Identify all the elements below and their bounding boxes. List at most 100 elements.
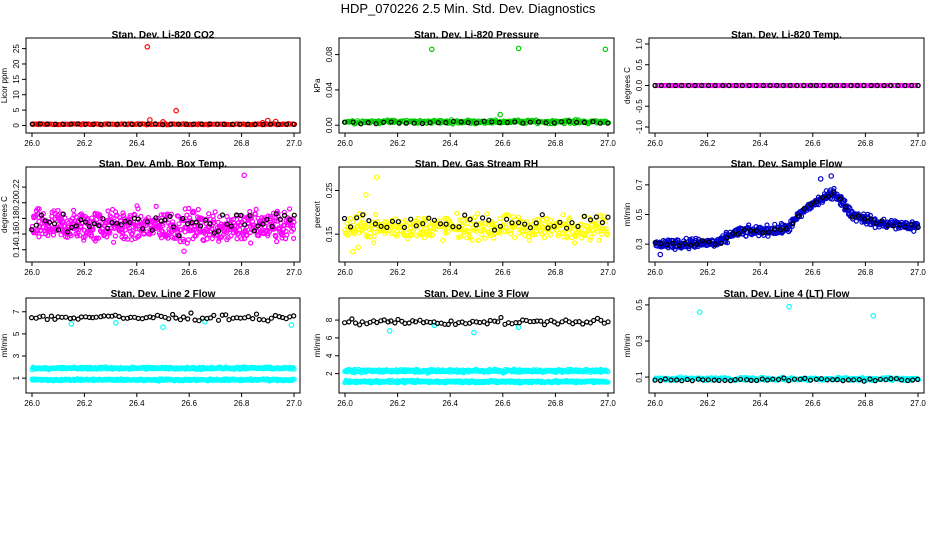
data-point	[77, 232, 83, 238]
data-point	[730, 230, 736, 237]
data-point	[114, 220, 120, 226]
data-point	[431, 217, 437, 223]
data-point	[705, 377, 711, 383]
data-point	[526, 237, 532, 243]
data-point	[915, 82, 921, 89]
plot-frame	[338, 166, 615, 263]
data-point	[789, 223, 795, 229]
data-point	[73, 223, 80, 229]
data-point	[256, 316, 262, 323]
data-point	[414, 120, 420, 126]
data-point	[560, 212, 566, 218]
data-point	[699, 82, 705, 89]
data-point	[59, 224, 65, 230]
y-tick-label: 5	[12, 331, 21, 336]
data-point	[834, 377, 841, 383]
data-point	[268, 121, 274, 127]
data-point	[504, 119, 511, 126]
data-point	[171, 235, 177, 241]
data-point	[802, 375, 808, 381]
data-point	[807, 377, 814, 383]
data-point	[861, 378, 867, 384]
data-point	[110, 239, 117, 245]
data-point	[456, 224, 462, 230]
data-point-outlier	[173, 107, 179, 114]
data-point	[898, 377, 905, 383]
data-point	[168, 121, 174, 127]
data-point	[748, 377, 754, 383]
data-point	[223, 312, 229, 318]
data-point	[491, 235, 497, 241]
data-point	[50, 232, 57, 238]
data-point	[82, 219, 89, 225]
data-point	[188, 310, 194, 316]
data-point	[93, 314, 99, 320]
data-point-outlier	[817, 176, 824, 182]
data-point	[122, 121, 128, 127]
data-point	[209, 236, 215, 242]
data-point	[29, 121, 36, 127]
data-point	[89, 215, 95, 221]
panel-title: Stan. Dev. Line 3 Flow	[424, 289, 529, 300]
series-band-high	[342, 366, 611, 376]
data-point	[149, 227, 155, 233]
data-point-outlier	[68, 321, 75, 327]
data-point	[465, 119, 471, 126]
data-point	[539, 212, 545, 218]
data-point	[420, 221, 426, 227]
y-tick-label: 1	[12, 375, 21, 380]
data-point	[135, 315, 141, 321]
data-point	[780, 82, 786, 89]
y-tick-label: 15	[12, 74, 21, 83]
data-point	[403, 120, 409, 126]
data-point	[127, 225, 133, 231]
data-point	[158, 212, 164, 218]
data-point	[902, 224, 909, 230]
panel-title: Stan. Dev. Li-820 CO2	[112, 30, 215, 41]
data-point	[908, 82, 915, 89]
data-point	[118, 222, 124, 228]
data-point	[753, 377, 760, 383]
data-point	[563, 225, 570, 231]
series-black	[652, 82, 921, 89]
data-point	[37, 121, 43, 127]
data-point	[737, 376, 744, 382]
data-point	[497, 230, 503, 236]
data-point	[199, 121, 205, 127]
data-point	[92, 238, 99, 244]
data-point	[106, 121, 112, 127]
data-point-outlier	[386, 327, 393, 334]
x-tick-label: 26.0	[24, 139, 40, 148]
data-point	[484, 211, 490, 217]
x-tick-label: 27.0	[286, 399, 302, 408]
data-point	[838, 202, 844, 208]
data-point-outlier	[696, 309, 703, 315]
data-point	[895, 82, 901, 89]
data-point	[726, 82, 732, 89]
data-point-outlier	[264, 117, 271, 124]
data-point	[594, 228, 601, 234]
data-point	[153, 203, 159, 209]
data-point	[226, 317, 232, 323]
data-point	[362, 225, 368, 231]
data-point	[252, 121, 258, 128]
data-point	[138, 213, 144, 219]
data-point	[341, 215, 348, 222]
data-point	[48, 313, 55, 319]
data-point	[688, 242, 694, 248]
data-point	[512, 119, 518, 125]
data-point	[457, 217, 463, 223]
y-tick-label: 10	[12, 90, 21, 99]
data-point	[228, 233, 234, 239]
data-point	[551, 223, 557, 229]
data-point	[176, 233, 182, 239]
data-point	[421, 235, 427, 241]
data-point-outlier	[602, 46, 609, 53]
data-point	[771, 226, 778, 232]
data-point	[581, 213, 588, 219]
x-tick-label: 26.4	[752, 139, 768, 148]
x-tick-label: 26.2	[390, 399, 406, 408]
data-point-outlier	[350, 248, 356, 255]
data-point	[753, 82, 759, 89]
data-point	[682, 240, 688, 246]
